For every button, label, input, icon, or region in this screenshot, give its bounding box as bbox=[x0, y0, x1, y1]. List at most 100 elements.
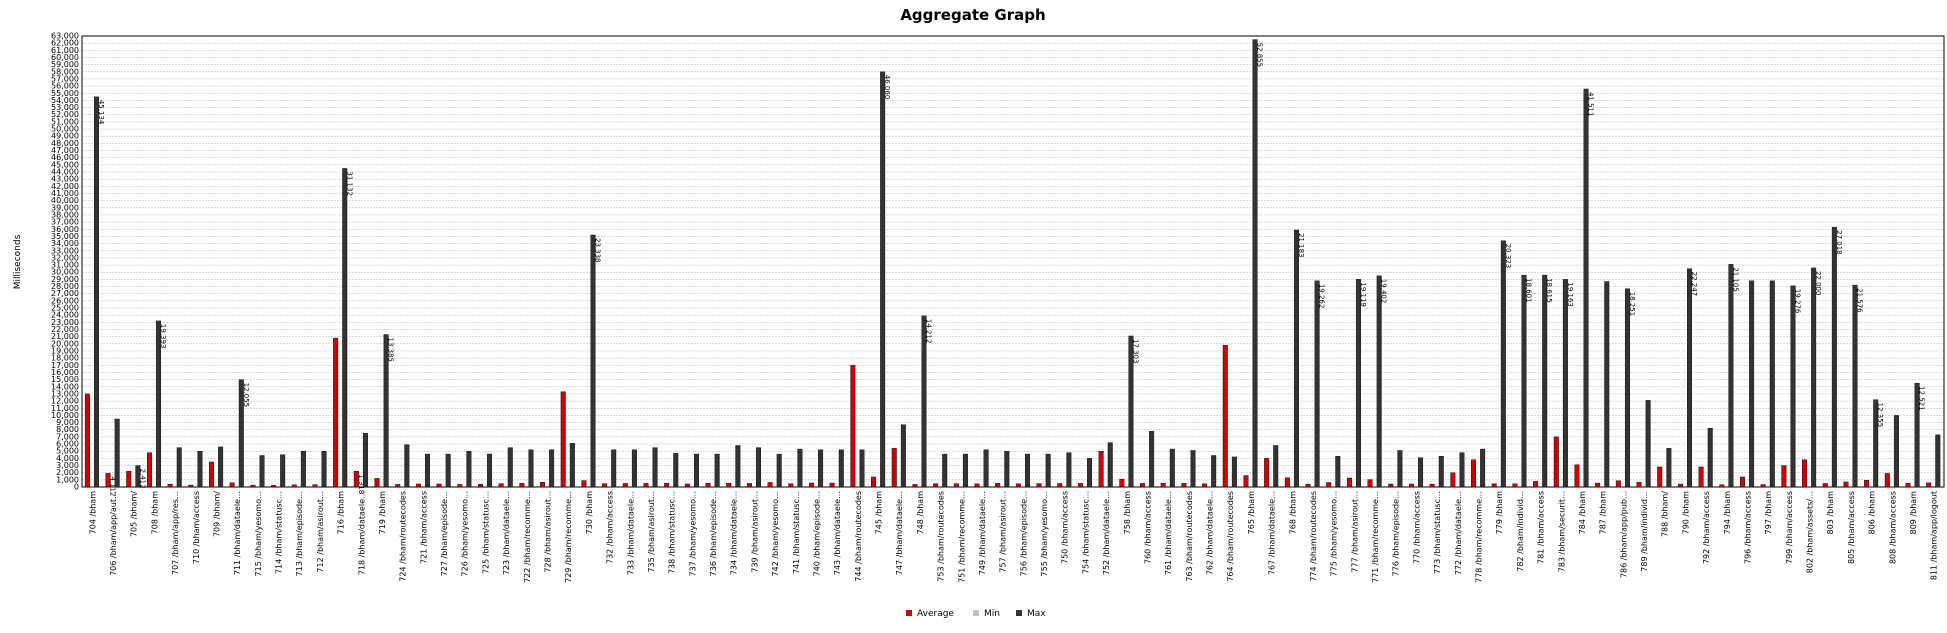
x-tick-label: 756 /bham/episode… bbox=[1019, 491, 1028, 576]
bar-max bbox=[507, 447, 513, 488]
bar-average bbox=[705, 483, 711, 488]
x-tick-label: 754 /bham/statusc… bbox=[1081, 491, 1090, 574]
y-tick-label: 51,000 bbox=[51, 117, 79, 126]
bar-average bbox=[1615, 480, 1621, 488]
bar-max bbox=[1273, 445, 1279, 488]
bar-average bbox=[1077, 483, 1083, 488]
y-tick-label: 41,000 bbox=[51, 189, 79, 198]
bar-value-label: 13,385 bbox=[387, 338, 395, 363]
bar-average bbox=[995, 483, 1001, 488]
bar-value-label: 18,251 bbox=[1628, 292, 1636, 317]
bar-average bbox=[291, 484, 297, 488]
bar-max bbox=[631, 449, 637, 488]
y-tick-label: 27,000 bbox=[51, 289, 79, 298]
bar-value-label: 19,402 bbox=[1380, 279, 1388, 304]
x-tick-label: 811 /bham/app/logout bbox=[1930, 491, 1939, 580]
bar-max bbox=[404, 444, 410, 488]
x-tick-label: 775 /bham/yesomo… bbox=[1330, 491, 1339, 576]
bar-average bbox=[1305, 484, 1311, 488]
bar-max bbox=[1852, 284, 1858, 488]
bar-value-label: 1,318 bbox=[357, 474, 365, 494]
y-tick-label: 32,000 bbox=[51, 253, 79, 262]
x-tick-label: 738 /bham/statusc… bbox=[668, 491, 677, 574]
x-tick-label: 706 /bham/app/aut… bbox=[109, 491, 118, 576]
x-tick-label: 712 /bham/asirout… bbox=[316, 491, 325, 573]
gridlines bbox=[82, 35, 1944, 488]
bar-max bbox=[942, 453, 948, 488]
x-tick-label: 805 /bham/access bbox=[1847, 491, 1856, 564]
legend-label: Max bbox=[1027, 609, 1046, 619]
bar-max bbox=[1604, 281, 1610, 488]
y-tick-label: 33,000 bbox=[51, 246, 79, 255]
bar-max bbox=[921, 315, 927, 488]
x-tick-label: 742 /bham/yesomo… bbox=[771, 491, 780, 576]
x-tick-label: 730 /bham bbox=[585, 491, 594, 535]
bar-max bbox=[218, 446, 224, 488]
bar-average bbox=[1098, 451, 1104, 488]
bar-max bbox=[1500, 240, 1506, 488]
bar-average bbox=[1160, 482, 1166, 488]
x-tick-label: 707 /bham/app/res… bbox=[171, 491, 180, 575]
x-tick-label: 741 /bham/statusc… bbox=[792, 491, 801, 574]
y-tick-label: 54,000 bbox=[51, 96, 79, 105]
bar-average bbox=[602, 483, 608, 488]
legend-label: Average bbox=[917, 609, 954, 619]
bar-max bbox=[1314, 280, 1320, 488]
bar-max bbox=[280, 454, 286, 488]
y-tick-label: 45,000 bbox=[51, 160, 79, 169]
bar-max bbox=[1190, 450, 1196, 488]
y-tick-label: 11,000 bbox=[51, 404, 79, 413]
x-tick-label: 704 /bham bbox=[88, 491, 97, 535]
y-tick-label: 39,000 bbox=[51, 203, 79, 212]
bar-average bbox=[374, 478, 380, 488]
y-tick-label: 26,000 bbox=[51, 296, 79, 305]
bar-value-label: 22,247 bbox=[1690, 272, 1698, 297]
bar-value-label: 27,018 bbox=[1835, 230, 1843, 255]
bar-max bbox=[238, 379, 244, 488]
bar-average bbox=[1760, 484, 1766, 488]
y-tick-label: 58,000 bbox=[51, 67, 79, 76]
bar-value-label: 21,183 bbox=[1297, 233, 1305, 258]
bar-average bbox=[1698, 466, 1704, 488]
bar-max bbox=[383, 334, 389, 488]
y-tick-label: 50,000 bbox=[51, 125, 79, 134]
x-tick-label: 722 /bham/recomme… bbox=[523, 491, 532, 583]
bar-average bbox=[1595, 482, 1601, 488]
bar-average bbox=[891, 448, 897, 488]
chart-title: Aggregate Graph bbox=[900, 6, 1045, 24]
bar-average bbox=[933, 483, 939, 488]
x-tick-label: 735 /bham/asirout… bbox=[647, 491, 656, 573]
y-tick-label: 29,000 bbox=[51, 275, 79, 284]
y-tick-label: 62,000 bbox=[51, 39, 79, 48]
bar-max bbox=[1687, 268, 1693, 488]
x-tick-label: 714 /bham/statusc… bbox=[275, 491, 284, 574]
bar-max bbox=[569, 443, 575, 488]
y-tick-label: 6,000 bbox=[56, 440, 79, 449]
bar-value-label: 17,303 bbox=[1131, 339, 1139, 364]
y-tick-label: 20,000 bbox=[51, 339, 79, 348]
bar-max bbox=[756, 447, 762, 488]
y-axis-label: Milliseconds bbox=[13, 234, 23, 289]
bar-max bbox=[1128, 335, 1134, 488]
bar-average bbox=[726, 482, 732, 488]
x-tick-label: 727 /bham/episode… bbox=[440, 491, 449, 576]
bar-average bbox=[1140, 483, 1145, 488]
bar-max bbox=[880, 71, 886, 488]
y-tick-label: 30,000 bbox=[51, 268, 79, 277]
bar-value-label: 14,212 bbox=[925, 319, 933, 344]
bar-value-label: 2,412 bbox=[138, 469, 146, 489]
bar-average bbox=[953, 483, 959, 488]
bar-average bbox=[498, 483, 504, 488]
bar-average bbox=[1181, 483, 1187, 488]
x-tick-label: 739 /bham/asirout… bbox=[750, 491, 759, 573]
x-tick-label: 745 /bham bbox=[875, 491, 884, 535]
y-tick-label: 56,000 bbox=[51, 82, 79, 91]
y-tick-label: 28,000 bbox=[51, 282, 79, 291]
bar-average bbox=[664, 483, 670, 488]
bar-max bbox=[838, 449, 844, 488]
y-tick-label: 52,000 bbox=[51, 110, 79, 119]
bar-average bbox=[105, 473, 111, 488]
x-tick-label: 762 /bham/dataele… bbox=[1206, 491, 1215, 575]
bar-average bbox=[415, 483, 421, 488]
bar-average bbox=[1926, 482, 1932, 488]
